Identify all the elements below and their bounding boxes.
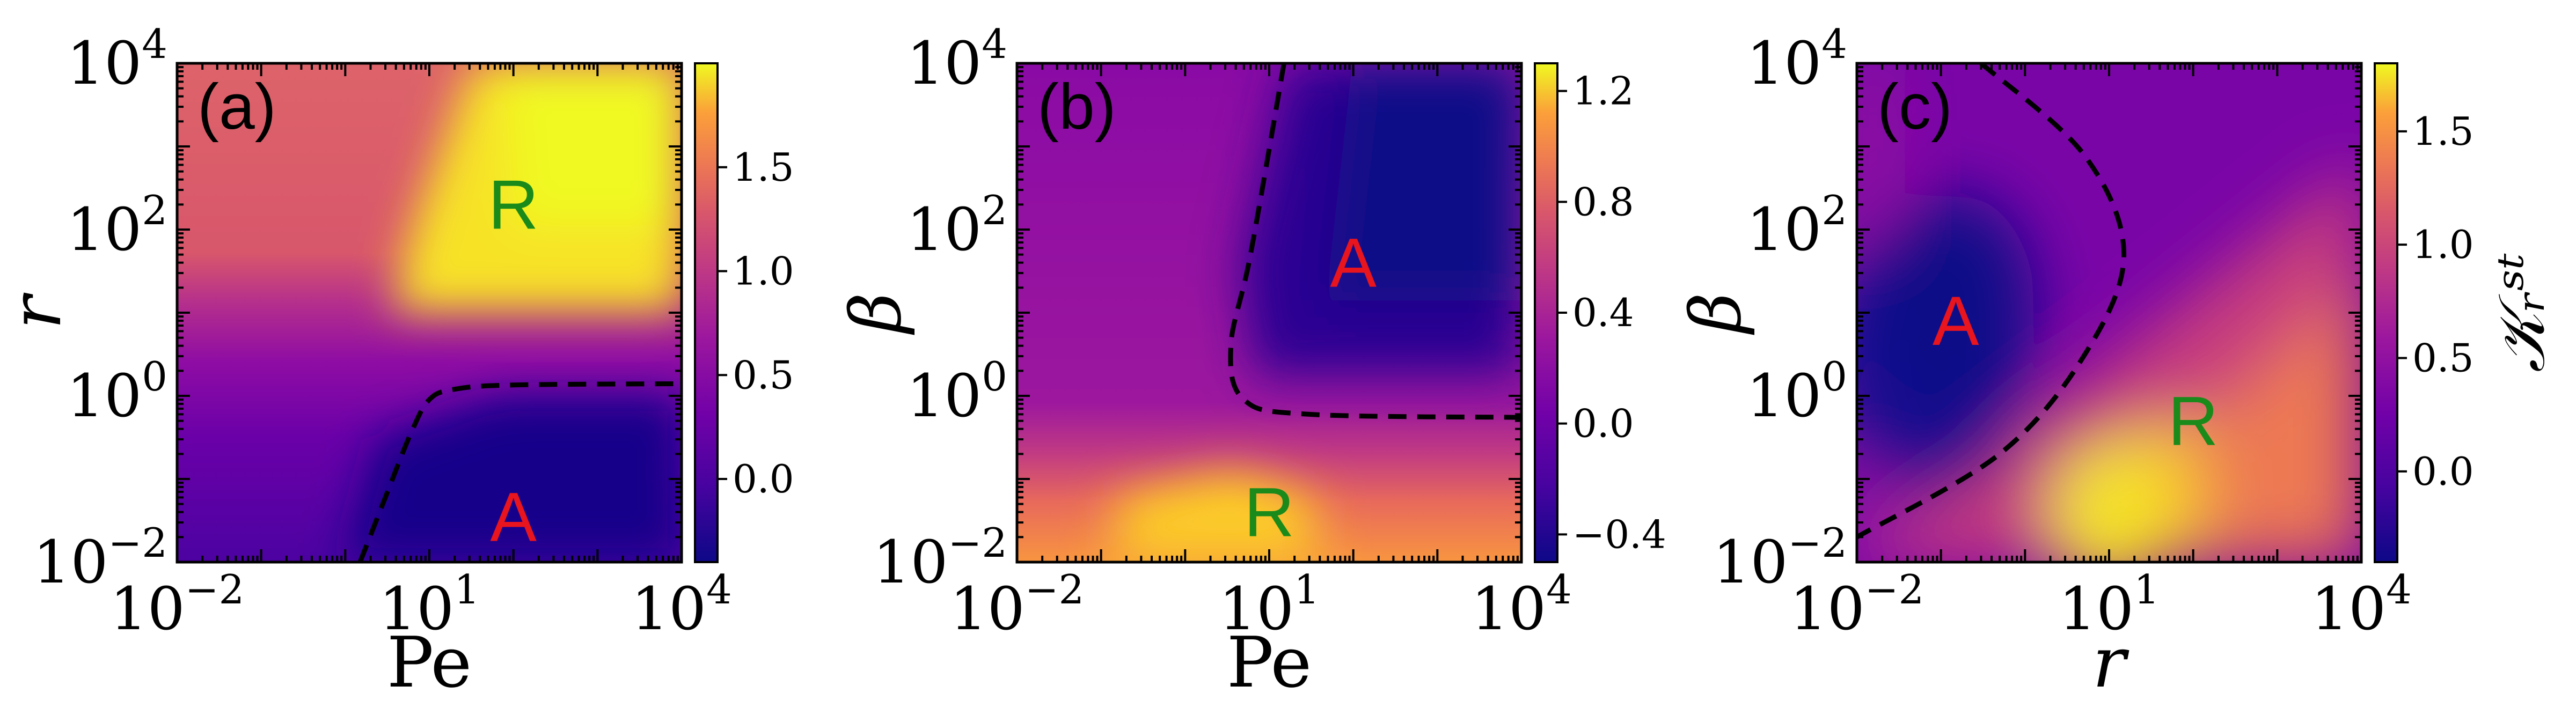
colorbar-a (694, 62, 719, 563)
colorbar-tick-label: 1.5 (733, 145, 794, 190)
dashed-boundary-c (1857, 63, 2127, 540)
panel-b: (b) A R 10−2 101 104 10−2 100 102 104 Pe β −0… (835, 20, 1666, 703)
y-tick-label: 102 (906, 187, 1007, 264)
x-tick-labels-c: 10−2 101 104 (1790, 566, 2412, 643)
y-tick-labels-a: 10−2 100 102 104 (33, 20, 167, 596)
x-tick-label: 104 (631, 566, 732, 643)
y-tick-label: 104 (1746, 20, 1847, 98)
x-tick-label: 10−2 (950, 566, 1085, 643)
ticks-b (1016, 62, 1523, 563)
colorbar-tick-label: 0.8 (1572, 179, 1634, 224)
panel-label-a: (a) (197, 71, 276, 143)
colorbar-label-c: 𝒦ᵣˢᵗ (2485, 253, 2559, 372)
colorbar-tick-label: 0.0 (1572, 401, 1634, 446)
colorbar-tick-label: 1.2 (1572, 69, 1634, 114)
dashed-boundary-b (1228, 63, 1521, 420)
colorbar-tick-label: 1.0 (2412, 222, 2474, 267)
x-tick-labels-b: 10−2 101 104 (950, 566, 1572, 643)
x-tick-labels-a: 10−2 101 104 (110, 566, 732, 643)
ticks-a (176, 62, 683, 563)
colorbar-tick-label: 0.0 (2412, 449, 2474, 494)
region-label-a-a: A (490, 478, 537, 556)
panel-a: (a) R A 10−2 101 104 10−2 100 102 104 Pe r 0.… (0, 20, 794, 703)
panel-label-b: (b) (1037, 71, 1116, 143)
x-tick-label: 10−2 (1790, 566, 1924, 643)
colorbar-ticks-a: 0.0 0.5 1.0 1.5 (718, 145, 794, 502)
y-tick-label: 100 (1746, 353, 1847, 430)
y-tick-label: 104 (67, 20, 167, 98)
colorbar-c (2374, 62, 2398, 563)
y-tick-labels-c: 10−2 100 102 104 (1713, 20, 1847, 596)
x-axis-label-c: r (2092, 622, 2129, 703)
region-label-a-b: A (1330, 224, 1377, 302)
colorbar-tick-label: 0.5 (2412, 336, 2474, 381)
colorbar-tick-label: 0.0 (733, 456, 794, 502)
colorbar-tick-label: 0.4 (1572, 290, 1634, 335)
ticks-c (1856, 62, 2362, 563)
y-axis-label-a: r (0, 292, 77, 329)
x-tick-label: 101 (1219, 566, 1320, 643)
x-tick-label: 104 (2311, 566, 2412, 643)
region-label-r-b: R (1244, 473, 1294, 551)
y-tick-label: 100 (67, 353, 167, 430)
y-axis-label-c: β (1675, 292, 1757, 335)
x-tick-label: 101 (2059, 566, 2160, 643)
panel-label-c: (c) (1877, 71, 1952, 143)
region-label-r-a: R (488, 165, 539, 244)
y-tick-label: 102 (67, 187, 167, 264)
colorbar-tick-label: 0.5 (733, 352, 794, 397)
dashed-boundary-a (357, 381, 682, 562)
heatmap-b (1017, 63, 1521, 562)
heatmap-c (1857, 63, 2361, 562)
heatmap-a (177, 63, 682, 562)
colorbar-tick-label: −0.4 (1572, 512, 1666, 557)
colorbar-tick-label: 1.0 (733, 249, 794, 294)
region-label-r-c: R (2168, 382, 2219, 460)
x-tick-label: 101 (379, 566, 480, 643)
x-axis-label-a: Pe (387, 622, 472, 703)
x-tick-label: 104 (1471, 566, 1572, 643)
region-label-a-c: A (1933, 282, 1979, 360)
y-tick-label: 100 (906, 353, 1007, 430)
colorbar-b (1534, 62, 1558, 563)
y-tick-label: 104 (906, 20, 1007, 98)
y-tick-label: 10−2 (873, 519, 1007, 596)
y-tick-label: 10−2 (33, 519, 167, 596)
y-tick-labels-b: 10−2 100 102 104 (873, 20, 1007, 596)
x-axis-label-b: Pe (1227, 622, 1312, 703)
colorbar-ticks-c: 0.0 0.5 1.0 1.5 (2397, 109, 2474, 494)
colorbar-tick-label: 1.5 (2412, 109, 2474, 154)
y-axis-label-b: β (835, 292, 917, 335)
y-tick-label: 102 (1746, 187, 1847, 264)
colorbar-ticks-b: −0.4 0.0 0.4 0.8 1.2 (1557, 69, 1666, 557)
panel-c: (c) A R 10−2 101 104 10−2 100 102 104 r β 0.0… (1675, 20, 2559, 703)
x-tick-label: 10−2 (110, 566, 245, 643)
y-tick-label: 10−2 (1713, 519, 1847, 596)
